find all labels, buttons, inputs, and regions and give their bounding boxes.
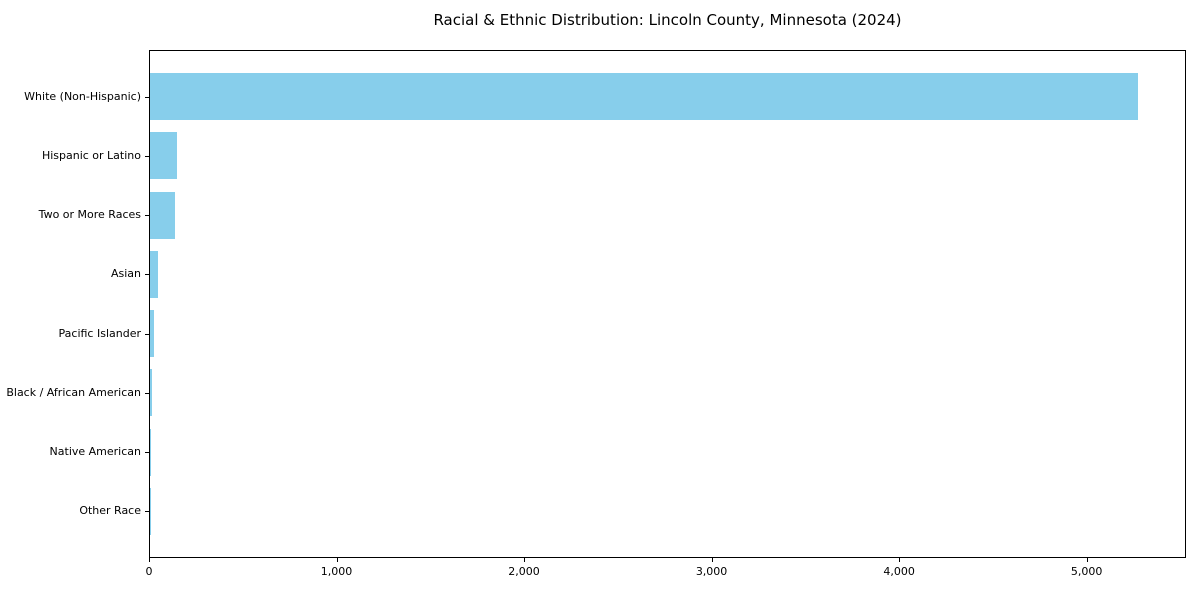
bar <box>150 250 158 298</box>
bar <box>150 132 178 180</box>
y-axis-label: Other Race <box>79 504 141 518</box>
x-tick <box>336 558 338 562</box>
bar <box>150 428 152 476</box>
x-tick <box>711 558 713 562</box>
y-axis-label: Pacific Islander <box>58 326 141 340</box>
y-tick <box>145 333 149 335</box>
plot-area <box>149 50 1186 558</box>
y-axis-label: Native American <box>49 445 141 459</box>
y-axis-label: Asian <box>110 267 141 281</box>
y-tick <box>145 96 149 98</box>
y-tick <box>145 155 149 157</box>
y-axis-label: Two or More Races <box>38 208 141 222</box>
x-tick-label: 1,000 <box>320 565 353 578</box>
y-tick <box>145 215 149 217</box>
bar <box>150 369 152 417</box>
y-tick <box>145 274 149 276</box>
y-tick <box>145 392 149 394</box>
y-tick <box>145 511 149 513</box>
bar <box>150 310 154 358</box>
x-tick-label: 3,000 <box>695 565 728 578</box>
x-tick <box>899 558 901 562</box>
bar <box>150 191 176 239</box>
y-axis-label: Black / African American <box>6 385 141 399</box>
x-tick-label: 4,000 <box>883 565 915 578</box>
y-axis-label: White (Non-Hispanic) <box>24 89 141 103</box>
x-tick-label: 5,000 <box>1070 565 1103 578</box>
x-tick <box>524 558 526 562</box>
x-tick-label: 2,000 <box>508 565 540 578</box>
bar <box>150 73 1139 121</box>
y-tick <box>145 452 149 454</box>
x-tick <box>1086 558 1088 562</box>
x-tick-label: 0 <box>145 565 153 578</box>
y-axis-label: Hispanic or Latino <box>41 148 141 162</box>
chart-title: Racial & Ethnic Distribution: Lincoln Co… <box>433 11 902 29</box>
x-tick <box>149 558 150 562</box>
